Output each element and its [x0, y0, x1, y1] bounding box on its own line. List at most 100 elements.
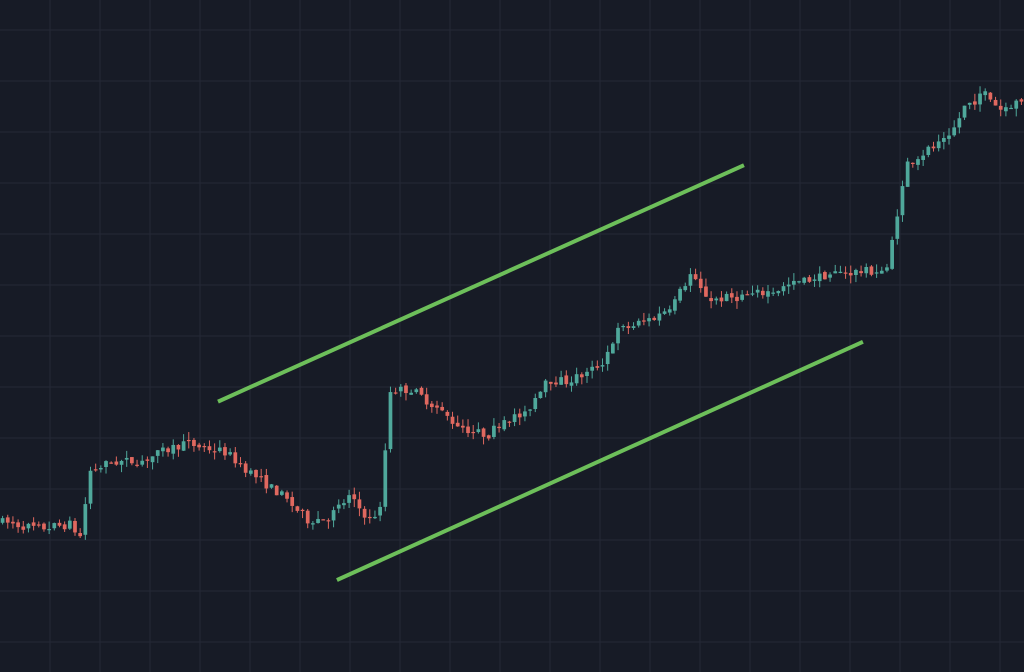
candle: [957, 112, 962, 134]
candle: [1014, 99, 1019, 117]
candle-body: [941, 137, 946, 142]
candle-body: [486, 435, 491, 439]
candle-body: [388, 392, 393, 450]
candle-body: [352, 494, 357, 500]
candle-body: [212, 451, 217, 453]
candle-body: [750, 293, 755, 295]
candle-body: [47, 529, 51, 531]
candle: [838, 265, 843, 274]
candle: [440, 402, 445, 412]
candle-body: [745, 294, 750, 296]
candle: [755, 285, 760, 298]
candle-body: [461, 425, 465, 428]
candle-body: [823, 272, 827, 280]
candle: [802, 276, 807, 285]
candle: [781, 282, 786, 296]
candle-body: [1009, 107, 1013, 110]
candle: [347, 489, 351, 508]
candle-body: [367, 516, 372, 519]
candle-body: [21, 526, 26, 530]
candle-body: [181, 441, 186, 451]
candle-body: [104, 461, 108, 467]
candle: [662, 308, 667, 315]
candle: [683, 282, 688, 292]
candle: [367, 509, 372, 524]
candle: [543, 378, 548, 398]
candle-body: [233, 452, 238, 464]
candle-body: [398, 386, 403, 392]
candle-body: [150, 456, 155, 463]
candle: [217, 440, 222, 453]
candle: [135, 459, 139, 468]
candle: [5, 514, 10, 529]
candle-body: [16, 522, 20, 528]
candle-body: [223, 447, 227, 456]
candle: [461, 419, 465, 433]
candle: [445, 410, 450, 421]
candle-body: [31, 522, 36, 526]
candle-body: [512, 414, 517, 423]
candle: [709, 291, 713, 309]
trendline-upper: [217, 163, 745, 404]
candle: [714, 296, 719, 305]
candle-body: [967, 102, 972, 105]
candle-body: [729, 293, 734, 298]
candle: [47, 521, 51, 535]
candle-body: [42, 523, 46, 530]
candle-body: [688, 274, 693, 286]
candle: [52, 522, 57, 531]
candle-body: [419, 387, 424, 395]
candle: [259, 468, 264, 483]
candle-body: [300, 509, 305, 512]
candle: [548, 381, 553, 391]
candle-body: [114, 461, 119, 465]
candle-body: [274, 485, 279, 496]
candle-body: [295, 506, 300, 511]
candle-body: [507, 421, 512, 423]
candle-body: [797, 281, 801, 283]
candle-body: [73, 520, 77, 533]
candle: [212, 443, 217, 460]
candle-body: [626, 326, 631, 329]
candle: [538, 391, 543, 399]
candle-body: [217, 447, 222, 452]
candle: [973, 93, 977, 110]
candle: [83, 497, 88, 540]
candle-body: [342, 503, 346, 506]
candle: [36, 521, 41, 528]
candle: [502, 416, 507, 432]
candle-body: [709, 298, 713, 302]
candle: [362, 506, 367, 525]
candle-body: [678, 288, 682, 301]
candle: [455, 415, 460, 427]
candle-body: [357, 499, 362, 509]
candle-body: [362, 508, 367, 518]
candle: [554, 376, 558, 387]
candle-body: [228, 452, 233, 455]
candle: [812, 274, 817, 287]
candle-body: [409, 392, 414, 395]
candle: [274, 485, 279, 496]
candle: [383, 443, 388, 512]
candle-body: [119, 460, 124, 465]
candle-body: [786, 284, 791, 287]
candle: [854, 268, 858, 283]
candle-body: [864, 266, 869, 274]
candle-body: [166, 448, 170, 453]
candle: [931, 141, 936, 152]
candle-body: [559, 377, 563, 385]
candle: [574, 367, 579, 386]
candle: [512, 408, 517, 427]
candle: [393, 387, 398, 395]
candle: [207, 440, 212, 454]
candle-body: [497, 426, 501, 429]
candle: [823, 270, 827, 280]
candle: [843, 266, 848, 279]
candle: [585, 367, 589, 383]
candle-body: [202, 446, 207, 448]
candle-body: [564, 375, 569, 385]
candle-body: [667, 309, 672, 313]
candle: [947, 128, 951, 145]
candle: [150, 456, 155, 470]
candle-body: [331, 510, 336, 521]
